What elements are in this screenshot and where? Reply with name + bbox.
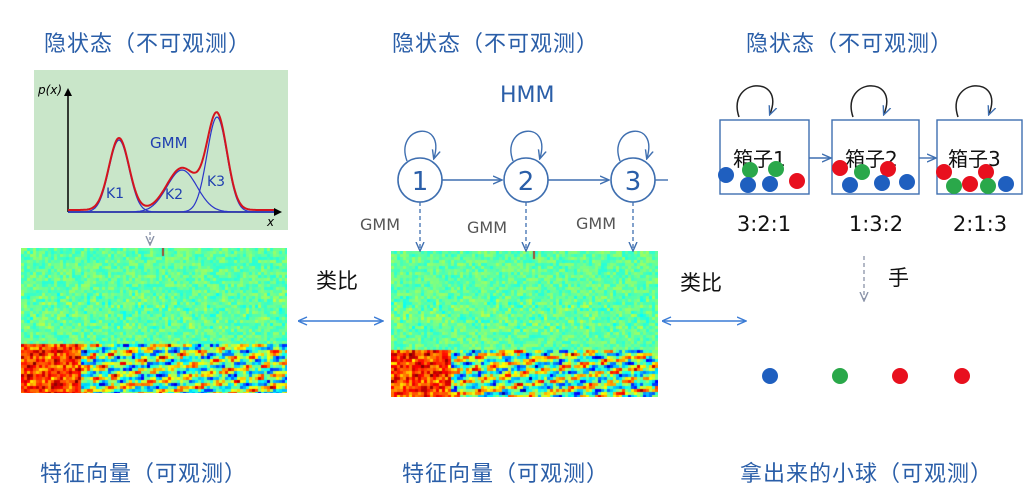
box-1-ball-red-a [789, 173, 805, 189]
box-2-self-loop [850, 85, 887, 118]
box-2: 箱子2 [831, 85, 920, 195]
box-2-ratio: 1:3:2 [849, 212, 903, 236]
hmm-self-loop-2 [510, 130, 542, 162]
box-1-ball-blue-b [740, 177, 756, 193]
box-1: 箱子1 [718, 85, 810, 195]
box-2-ball-blue-b [874, 175, 890, 191]
gmm-plot-background [34, 70, 288, 230]
feature-spectrogram-left [21, 248, 287, 393]
box-3-label: 箱子3 [948, 147, 1001, 171]
hmm-title: HMM [500, 83, 555, 108]
box-2-ball-blue-c [899, 174, 915, 190]
gmm-y-label: p(x) [37, 83, 62, 97]
gmm-mix-label: GMM [150, 134, 188, 152]
box-3-ball-red-b [962, 176, 978, 192]
box-3-ball-green-a [946, 178, 962, 194]
box-2-ball-red-a [832, 160, 848, 176]
analogy-label-left: 类比 [316, 269, 358, 293]
col2-top-title: 隐状态（不可观测） [392, 32, 600, 57]
box-3: 箱子3 [936, 85, 1023, 195]
feature-spectrogram-middle [391, 251, 658, 397]
box-3-ratio: 2:1:3 [953, 212, 1007, 236]
box-3-ball-blue-a [998, 176, 1014, 192]
component-curve-k3 [68, 116, 274, 213]
component-label-k3: K3 [207, 174, 225, 190]
box-3-ball-red-c [978, 164, 994, 180]
box-1-ratio: 3:2:1 [737, 212, 791, 236]
drawn-ball-3 [892, 368, 908, 384]
mixture-curve [68, 111, 274, 211]
box-3-ball-red-a [936, 164, 952, 180]
hmm-emission-label-1: GMM [360, 215, 400, 234]
hmm-state-2: 2 [503, 157, 549, 203]
box-1-ball-green-a [742, 162, 758, 178]
hmm-self-loop-1 [404, 130, 436, 162]
box-1-self-loop [736, 85, 773, 118]
col2-bottom-title: 特征向量（可观测） [402, 462, 610, 487]
drawn-ball-4 [954, 368, 970, 384]
col3-top-title: 隐状态（不可观测） [746, 32, 954, 57]
box-3-ball-green-b [980, 178, 996, 194]
analogy-label-right: 类比 [680, 271, 722, 295]
box-1-ball-blue-a [718, 167, 734, 183]
box-2-ball-blue-a [842, 177, 858, 193]
gmm-y-axis-arrow [64, 88, 72, 96]
drawn-ball-2 [832, 368, 848, 384]
col1-top-title: 隐状态（不可观测） [44, 32, 252, 57]
hmm-state-1-label: 1 [412, 167, 429, 197]
gmm-x-label: x [266, 215, 275, 229]
hmm-self-loop-3 [617, 130, 649, 162]
hmm-state-3-label: 3 [625, 167, 642, 197]
component-label-k2: K2 [165, 187, 183, 203]
col1-bottom-title: 特征向量（可观测） [40, 462, 248, 487]
hmm-state-3: 3 [610, 157, 656, 203]
col3-bottom-title: 拿出来的小球（可观测） [740, 462, 994, 487]
gmm-x-axis-arrow [274, 208, 282, 216]
box-1-ball-blue-c [762, 176, 778, 192]
hmm-emission-label-2: GMM [467, 218, 507, 237]
hmm-state-2-label: 2 [518, 167, 535, 197]
box-2-ball-red-b [880, 161, 896, 177]
drawn-ball-1 [762, 368, 778, 384]
hand-label: 手 [888, 266, 909, 290]
hmm-emission-label-3: GMM [576, 214, 616, 233]
gmm-density-plot: p(x) x GMM K1 K2 K3 [34, 70, 288, 230]
hmm-state-1: 1 [397, 157, 443, 203]
box-1-ball-green-b [768, 161, 784, 177]
component-label-k1: K1 [106, 186, 124, 202]
box-3-self-loop [955, 85, 992, 118]
box-2-ball-green-a [854, 164, 870, 180]
